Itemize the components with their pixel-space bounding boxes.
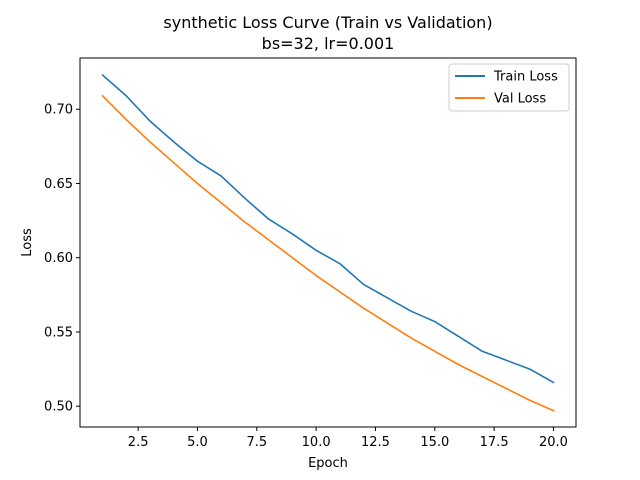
series-line-val-loss	[101, 94, 555, 412]
x-tick-label: 17.5	[480, 435, 509, 450]
y-tick-label: 0.60	[44, 251, 73, 266]
legend-label-train: Train Loss	[493, 70, 558, 85]
y-tick-label: 0.70	[44, 103, 73, 118]
y-axis-ticks: 0.50 0.55 0.60 0.65 0.70	[44, 103, 80, 415]
legend-label-val: Val Loss	[494, 92, 546, 107]
series-line-train-loss	[101, 73, 555, 384]
x-tick-label: 20.0	[539, 435, 568, 450]
x-tick-label: 5.0	[187, 435, 208, 450]
y-tick-label: 0.65	[44, 177, 73, 192]
legend: Train Loss Val Loss	[448, 63, 570, 112]
x-axis-label: Epoch	[308, 456, 348, 471]
x-tick-label: 12.5	[361, 435, 390, 450]
y-tick-label: 0.55	[44, 325, 73, 340]
x-tick-label: 10.0	[302, 435, 331, 450]
plot-lines	[101, 73, 555, 412]
x-tick-label: 7.5	[246, 435, 267, 450]
x-axis-ticks: 2.5 5.0 7.5 10.0 12.5 15.0 17.5 20.0	[128, 427, 568, 450]
chart-subtitle: bs=32, lr=0.001	[262, 34, 395, 53]
plot-frame	[79, 57, 577, 428]
x-tick-label: 15.0	[420, 435, 449, 450]
x-tick-label: 2.5	[128, 435, 149, 450]
y-tick-label: 0.50	[44, 400, 73, 415]
y-axis-label: Loss	[20, 228, 35, 257]
chart-title: synthetic Loss Curve (Train vs Validatio…	[163, 13, 492, 32]
